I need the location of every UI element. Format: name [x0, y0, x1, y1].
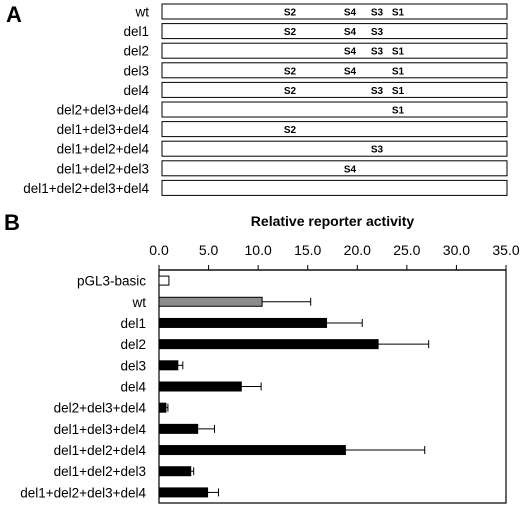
x-tick-label: 35.0	[492, 242, 519, 258]
bar	[158, 275, 170, 286]
bar	[158, 317, 328, 328]
construct-label: del1+del2+del3	[57, 161, 149, 176]
construct-label: del1+del3+del4	[57, 122, 150, 137]
site-label: S3	[371, 47, 384, 58]
panel-a-letter: A	[6, 2, 22, 27]
construct-label: del1	[123, 24, 149, 39]
construct-label: del3	[123, 63, 149, 78]
construct-box	[161, 160, 508, 177]
site-label: S2	[284, 27, 297, 38]
construct-box	[161, 179, 508, 196]
x-tick-label: 20.0	[344, 242, 371, 258]
bar	[158, 423, 199, 434]
construct-box	[161, 62, 508, 79]
bar	[158, 381, 242, 392]
x-axis-title: Relative reporter activity	[251, 213, 415, 229]
x-axis-ticks: 0.0 5.0 10.0 15.0 20.0 25.0 30.0 35.0	[149, 242, 520, 270]
category-label: del1+del2+del4	[54, 443, 147, 458]
x-tick-label: 30.0	[443, 242, 470, 258]
panel-b-letter: B	[4, 210, 20, 235]
bar	[158, 466, 192, 477]
site-label: S2	[284, 66, 297, 77]
bar	[158, 445, 346, 456]
site-label: S1	[392, 66, 405, 77]
construct-box	[161, 42, 508, 59]
category-label: del1	[120, 316, 146, 331]
construct-label: del1+del2+del4	[57, 142, 150, 157]
site-label: S2	[284, 8, 297, 19]
x-tick-label: 10.0	[245, 242, 272, 258]
site-label: S4	[344, 164, 357, 175]
site-label: S4	[344, 47, 357, 58]
category-label: del2+del3+del4	[54, 401, 147, 416]
site-label: S3	[371, 145, 384, 156]
site-label: S4	[344, 66, 357, 77]
x-tick-label: 0.0	[149, 242, 169, 258]
category-label: del1+del2+del3+del4	[20, 485, 146, 500]
site-label: S4	[344, 27, 357, 38]
construct-box	[161, 23, 508, 40]
x-tick-label: 15.0	[294, 242, 321, 258]
category-label: del3	[120, 358, 146, 373]
bar	[158, 360, 179, 371]
site-label: S2	[284, 86, 297, 97]
site-label: S3	[371, 86, 384, 97]
site-label: S3	[371, 8, 384, 19]
bar	[158, 339, 379, 350]
site-label: S1	[392, 8, 405, 19]
category-label: wt	[132, 295, 147, 310]
construct-diagram: wt S2 S4 S3 S1 del1 S2 S4 S3 del2 S4 S3 S1 del3 S2 S4 S1…	[23, 3, 508, 196]
construct-label: del2	[123, 44, 149, 59]
bar	[158, 296, 263, 307]
construct-box	[161, 3, 508, 20]
construct-label: wt	[135, 5, 150, 20]
construct-label: del2+del3+del4	[57, 103, 150, 118]
x-tick-label: 5.0	[199, 242, 219, 258]
x-tick-label: 25.0	[393, 242, 420, 258]
category-label: pGL3-basic	[77, 274, 146, 289]
site-label: S1	[392, 47, 405, 58]
construct-box	[161, 140, 508, 157]
bar-chart: 0.0 5.0 10.0 15.0 20.0 25.0 30.0 35.0 Relative …	[20, 213, 520, 504]
construct-box	[161, 101, 508, 118]
site-label: S2	[284, 125, 297, 136]
site-label: S1	[392, 86, 405, 97]
construct-box	[161, 121, 508, 138]
site-label: S3	[371, 27, 384, 38]
bar	[158, 487, 209, 498]
site-label: S1	[392, 106, 405, 117]
construct-box	[161, 81, 508, 98]
category-label: del1+del2+del3	[54, 464, 146, 479]
category-label: del4	[120, 380, 146, 395]
site-label: S4	[344, 8, 357, 19]
bar	[158, 402, 167, 413]
bars: pGL3-basic wt del1 del2 del3 del4 del2+del3+de…	[20, 274, 430, 500]
category-label: del2	[120, 337, 146, 352]
category-label: del1+del3+del4	[54, 422, 147, 437]
construct-label: del4	[123, 83, 149, 98]
construct-label: del1+del2+del3+del4	[23, 181, 149, 196]
